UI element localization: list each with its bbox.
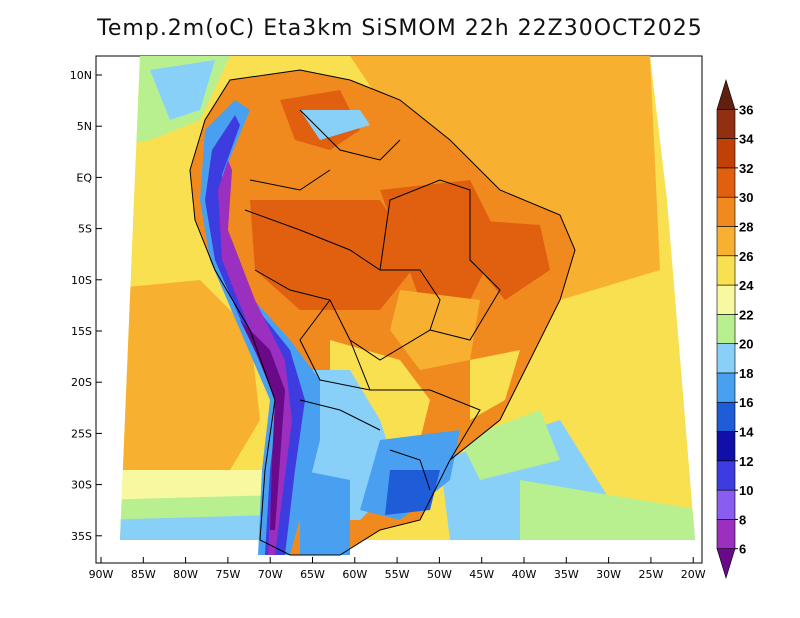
- colorbar-label: 24: [739, 278, 754, 293]
- colorbar-label: 10: [739, 483, 753, 498]
- lat-label: 15S: [71, 325, 92, 338]
- lat-label: 25S: [71, 427, 92, 440]
- colorbar-bin: [716, 489, 736, 520]
- colorbar-bin: [716, 167, 736, 198]
- lon-label: 20W: [681, 568, 706, 581]
- lon-label: 65W: [300, 568, 325, 581]
- colorbar-bin: [716, 343, 736, 374]
- colorbar-label: 22: [739, 307, 753, 322]
- colorbar-bin: [716, 284, 736, 315]
- lon-label: 75W: [215, 568, 240, 581]
- lat-label: 20S: [71, 376, 92, 389]
- colorbar-label: 30: [739, 190, 753, 205]
- lon-label: 55W: [385, 568, 410, 581]
- lat-label: 10N: [70, 69, 92, 82]
- lon-label: 85W: [131, 568, 156, 581]
- colorbar-label: 28: [739, 219, 753, 234]
- lon-label: 80W: [173, 568, 198, 581]
- colorbar-label: 20: [739, 337, 753, 352]
- colorbar-bin: [716, 372, 736, 403]
- lon-label: 60W: [342, 568, 367, 581]
- colorbar-label: 16: [739, 395, 753, 410]
- colorbar-label: 18: [739, 366, 753, 381]
- colorbar-bin: [716, 548, 736, 580]
- lat-label: 5N: [77, 120, 92, 133]
- colorbar-bin: [716, 255, 736, 286]
- map-title: Temp.2m(oC) Eta3km SiSMOM 22h 22Z30OCT20…: [97, 16, 703, 41]
- lat-label: 35S: [71, 530, 92, 543]
- lon-label: 35W: [554, 568, 579, 581]
- colorbar-bin: [716, 226, 736, 257]
- lon-label: 30W: [596, 568, 621, 581]
- lat-label: 5S: [78, 223, 92, 236]
- andes-field: [200, 100, 320, 555]
- lat-label: EQ: [76, 171, 92, 184]
- colorbar-label: 26: [739, 249, 753, 264]
- colorbar: 6 8 10 12 14 16 18 20 22 24 26 28 30 32 34 36: [716, 78, 754, 580]
- colorbar-bin: [716, 78, 736, 110]
- borders: [189, 69, 576, 556]
- colorbar-bin: [716, 519, 736, 550]
- colorbar-label: 8: [739, 512, 746, 527]
- lon-label: 25W: [638, 568, 663, 581]
- colorbar-bin: [716, 431, 736, 462]
- lat-label: 30S: [71, 479, 92, 492]
- colorbar-label: 34: [739, 132, 754, 147]
- colorbar-label: 12: [739, 454, 753, 469]
- colorbar-label: 14: [739, 425, 754, 440]
- colorbar-bin: [716, 314, 736, 344]
- lon-label: 90W: [89, 568, 114, 581]
- longitude-axis: 90W 85W 80W 75W 70W 65W 60W 55W 50W 45W 40W 35W 30W 2…: [89, 557, 706, 581]
- colorbar-bin: [716, 401, 736, 432]
- colorbar-label: 32: [739, 161, 753, 176]
- colorbar-bin: [716, 460, 736, 491]
- lon-label: 45W: [469, 568, 494, 581]
- colorbar-label: 36: [739, 102, 753, 117]
- colorbar-label: 6: [739, 542, 746, 557]
- colorbar-bin: [716, 108, 736, 139]
- colorbar-bin: [716, 138, 736, 169]
- colorbar-bin: [716, 196, 736, 227]
- lon-label: 40W: [512, 568, 537, 581]
- latitude-axis: 10N 5N EQ 5S 10S 15S 20S 25S 30S 35S: [70, 69, 102, 543]
- lat-label: 10S: [71, 274, 92, 287]
- lon-label: 70W: [258, 568, 283, 581]
- lon-label: 50W: [427, 568, 452, 581]
